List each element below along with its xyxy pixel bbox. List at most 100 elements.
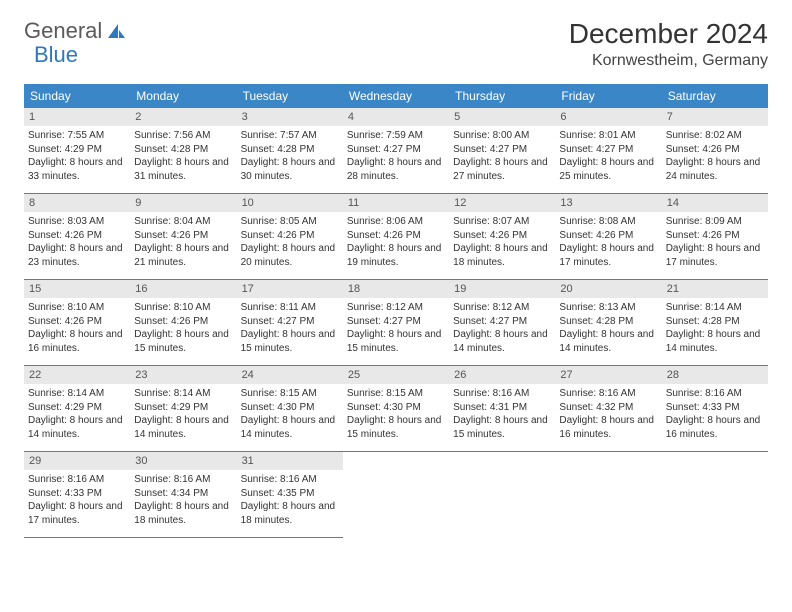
day-cell: 31Sunrise: 8:16 AMSunset: 4:35 PMDayligh…: [237, 452, 343, 538]
day-number: 12: [449, 194, 555, 212]
day-info: Sunrise: 7:55 AMSunset: 4:29 PMDaylight:…: [24, 126, 130, 186]
day-cell: 12Sunrise: 8:07 AMSunset: 4:26 PMDayligh…: [449, 194, 555, 280]
day-cell: 28Sunrise: 8:16 AMSunset: 4:33 PMDayligh…: [662, 366, 768, 452]
day-cell: 17Sunrise: 8:11 AMSunset: 4:27 PMDayligh…: [237, 280, 343, 366]
day-cell: 6Sunrise: 8:01 AMSunset: 4:27 PMDaylight…: [555, 108, 661, 194]
day-cell: 1Sunrise: 7:55 AMSunset: 4:29 PMDaylight…: [24, 108, 130, 194]
day-cell: 10Sunrise: 8:05 AMSunset: 4:26 PMDayligh…: [237, 194, 343, 280]
empty-cell: [343, 452, 449, 538]
day-info: Sunrise: 7:56 AMSunset: 4:28 PMDaylight:…: [130, 126, 236, 186]
day-number: 11: [343, 194, 449, 212]
day-number: 18: [343, 280, 449, 298]
day-number: 3: [237, 108, 343, 126]
day-info: Sunrise: 8:14 AMSunset: 4:29 PMDaylight:…: [24, 384, 130, 444]
day-cell: 14Sunrise: 8:09 AMSunset: 4:26 PMDayligh…: [662, 194, 768, 280]
day-info: Sunrise: 8:14 AMSunset: 4:28 PMDaylight:…: [662, 298, 768, 358]
day-number: 9: [130, 194, 236, 212]
day-cell: 25Sunrise: 8:15 AMSunset: 4:30 PMDayligh…: [343, 366, 449, 452]
day-info: Sunrise: 8:16 AMSunset: 4:34 PMDaylight:…: [130, 470, 236, 530]
day-info: Sunrise: 8:16 AMSunset: 4:33 PMDaylight:…: [662, 384, 768, 444]
day-number: 10: [237, 194, 343, 212]
day-info: Sunrise: 8:02 AMSunset: 4:26 PMDaylight:…: [662, 126, 768, 186]
day-info: Sunrise: 8:07 AMSunset: 4:26 PMDaylight:…: [449, 212, 555, 272]
day-cell: 21Sunrise: 8:14 AMSunset: 4:28 PMDayligh…: [662, 280, 768, 366]
day-info: Sunrise: 8:08 AMSunset: 4:26 PMDaylight:…: [555, 212, 661, 272]
day-info: Sunrise: 8:12 AMSunset: 4:27 PMDaylight:…: [449, 298, 555, 358]
day-header-friday: Friday: [555, 84, 661, 108]
day-cell: 13Sunrise: 8:08 AMSunset: 4:26 PMDayligh…: [555, 194, 661, 280]
day-info: Sunrise: 8:13 AMSunset: 4:28 PMDaylight:…: [555, 298, 661, 358]
day-cell: 2Sunrise: 7:56 AMSunset: 4:28 PMDaylight…: [130, 108, 236, 194]
day-header-sunday: Sunday: [24, 84, 130, 108]
day-number: 6: [555, 108, 661, 126]
day-cell: 18Sunrise: 8:12 AMSunset: 4:27 PMDayligh…: [343, 280, 449, 366]
logo-text-2: Blue: [34, 42, 78, 68]
day-cell: 15Sunrise: 8:10 AMSunset: 4:26 PMDayligh…: [24, 280, 130, 366]
day-info: Sunrise: 8:00 AMSunset: 4:27 PMDaylight:…: [449, 126, 555, 186]
day-cell: 27Sunrise: 8:16 AMSunset: 4:32 PMDayligh…: [555, 366, 661, 452]
day-number: 5: [449, 108, 555, 126]
logo: General: [24, 18, 126, 44]
day-number: 27: [555, 366, 661, 384]
day-cell: 29Sunrise: 8:16 AMSunset: 4:33 PMDayligh…: [24, 452, 130, 538]
day-cell: 8Sunrise: 8:03 AMSunset: 4:26 PMDaylight…: [24, 194, 130, 280]
day-cell: 20Sunrise: 8:13 AMSunset: 4:28 PMDayligh…: [555, 280, 661, 366]
day-header-monday: Monday: [130, 84, 236, 108]
logo-sail-icon: [106, 22, 126, 40]
day-cell: 3Sunrise: 7:57 AMSunset: 4:28 PMDaylight…: [237, 108, 343, 194]
day-cell: 22Sunrise: 8:14 AMSunset: 4:29 PMDayligh…: [24, 366, 130, 452]
day-header-thursday: Thursday: [449, 84, 555, 108]
day-info: Sunrise: 7:59 AMSunset: 4:27 PMDaylight:…: [343, 126, 449, 186]
day-cell: 11Sunrise: 8:06 AMSunset: 4:26 PMDayligh…: [343, 194, 449, 280]
day-cell: 16Sunrise: 8:10 AMSunset: 4:26 PMDayligh…: [130, 280, 236, 366]
day-number: 16: [130, 280, 236, 298]
day-info: Sunrise: 8:09 AMSunset: 4:26 PMDaylight:…: [662, 212, 768, 272]
day-info: Sunrise: 8:04 AMSunset: 4:26 PMDaylight:…: [130, 212, 236, 272]
day-cell: 26Sunrise: 8:16 AMSunset: 4:31 PMDayligh…: [449, 366, 555, 452]
day-number: 28: [662, 366, 768, 384]
day-info: Sunrise: 8:01 AMSunset: 4:27 PMDaylight:…: [555, 126, 661, 186]
day-info: Sunrise: 8:16 AMSunset: 4:32 PMDaylight:…: [555, 384, 661, 444]
day-number: 13: [555, 194, 661, 212]
day-number: 24: [237, 366, 343, 384]
day-number: 30: [130, 452, 236, 470]
day-number: 1: [24, 108, 130, 126]
day-cell: 5Sunrise: 8:00 AMSunset: 4:27 PMDaylight…: [449, 108, 555, 194]
empty-cell: [449, 452, 555, 538]
day-info: Sunrise: 8:16 AMSunset: 4:35 PMDaylight:…: [237, 470, 343, 530]
title-block: December 2024 Kornwestheim, Germany: [569, 18, 768, 70]
day-header-wednesday: Wednesday: [343, 84, 449, 108]
day-info: Sunrise: 8:11 AMSunset: 4:27 PMDaylight:…: [237, 298, 343, 358]
day-number: 25: [343, 366, 449, 384]
day-info: Sunrise: 8:16 AMSunset: 4:31 PMDaylight:…: [449, 384, 555, 444]
day-cell: 24Sunrise: 8:15 AMSunset: 4:30 PMDayligh…: [237, 366, 343, 452]
day-info: Sunrise: 8:03 AMSunset: 4:26 PMDaylight:…: [24, 212, 130, 272]
day-info: Sunrise: 8:05 AMSunset: 4:26 PMDaylight:…: [237, 212, 343, 272]
day-number: 2: [130, 108, 236, 126]
day-header-saturday: Saturday: [662, 84, 768, 108]
calendar-grid: SundayMondayTuesdayWednesdayThursdayFrid…: [24, 84, 768, 538]
day-cell: 7Sunrise: 8:02 AMSunset: 4:26 PMDaylight…: [662, 108, 768, 194]
day-info: Sunrise: 8:12 AMSunset: 4:27 PMDaylight:…: [343, 298, 449, 358]
day-number: 31: [237, 452, 343, 470]
month-title: December 2024: [569, 18, 768, 50]
day-info: Sunrise: 7:57 AMSunset: 4:28 PMDaylight:…: [237, 126, 343, 186]
day-number: 4: [343, 108, 449, 126]
day-cell: 4Sunrise: 7:59 AMSunset: 4:27 PMDaylight…: [343, 108, 449, 194]
day-info: Sunrise: 8:06 AMSunset: 4:26 PMDaylight:…: [343, 212, 449, 272]
day-info: Sunrise: 8:14 AMSunset: 4:29 PMDaylight:…: [130, 384, 236, 444]
day-number: 7: [662, 108, 768, 126]
header: General December 2024 Kornwestheim, Germ…: [24, 18, 768, 70]
day-number: 21: [662, 280, 768, 298]
day-info: Sunrise: 8:16 AMSunset: 4:33 PMDaylight:…: [24, 470, 130, 530]
day-info: Sunrise: 8:15 AMSunset: 4:30 PMDaylight:…: [237, 384, 343, 444]
day-number: 14: [662, 194, 768, 212]
day-number: 22: [24, 366, 130, 384]
day-cell: 30Sunrise: 8:16 AMSunset: 4:34 PMDayligh…: [130, 452, 236, 538]
day-number: 19: [449, 280, 555, 298]
day-number: 15: [24, 280, 130, 298]
empty-cell: [662, 452, 768, 538]
day-cell: 23Sunrise: 8:14 AMSunset: 4:29 PMDayligh…: [130, 366, 236, 452]
day-info: Sunrise: 8:10 AMSunset: 4:26 PMDaylight:…: [24, 298, 130, 358]
logo-text-1: General: [24, 18, 102, 44]
